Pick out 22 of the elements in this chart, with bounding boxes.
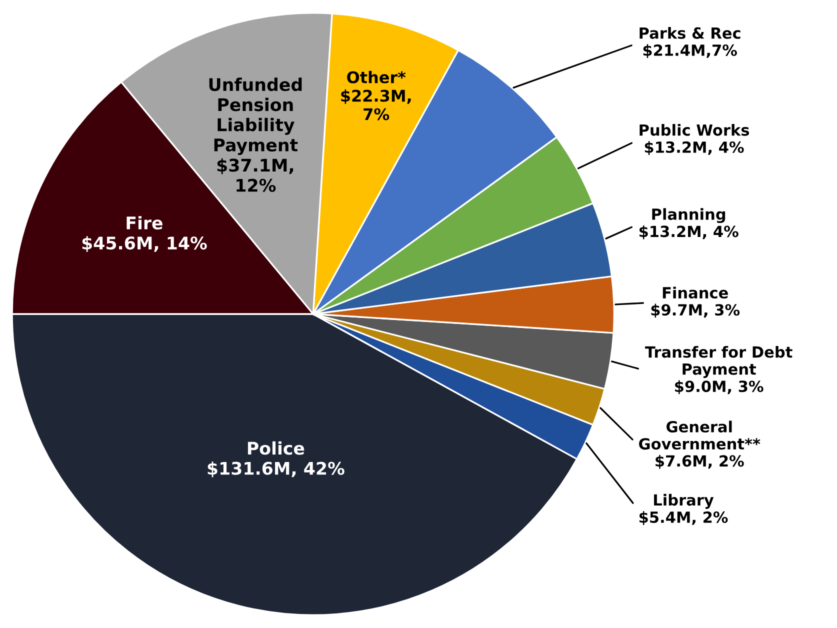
slice-label: Parks & Rec [640, 27, 740, 39]
slice-label: Other* [347, 70, 406, 84]
data-label: $9.0M, 3% [675, 380, 764, 394]
data-label: $9.7M, 3% [651, 304, 740, 318]
slice-label: Police [248, 441, 304, 455]
data-label: $22.3M, 7% [341, 89, 411, 120]
slice-label: Public Works [640, 124, 750, 136]
slice-label: Planning [652, 208, 726, 224]
data-label: $21.4M,7% [643, 44, 737, 58]
data-label: $37.1M, 12% [217, 158, 294, 192]
slice-label: Finance [662, 286, 728, 299]
slice-label: General Government** [639, 420, 760, 450]
data-label: $13.2M, 4% [644, 141, 744, 155]
data-label: $131.6M, 42% [208, 461, 344, 478]
data-label: $45.6M, 14% [82, 236, 207, 252]
slice-label: Unfunded Pension Liability Payment [209, 78, 302, 156]
slice-label: Fire [126, 216, 162, 230]
data-label: $7.6M, 2% [656, 454, 744, 469]
data-label: $5.4M, 2% [639, 511, 728, 525]
slice-label: Library [654, 494, 714, 509]
data-label: $13.2M, 4% [639, 225, 738, 240]
slice-label: Transfer for Debt Payment [645, 346, 792, 378]
